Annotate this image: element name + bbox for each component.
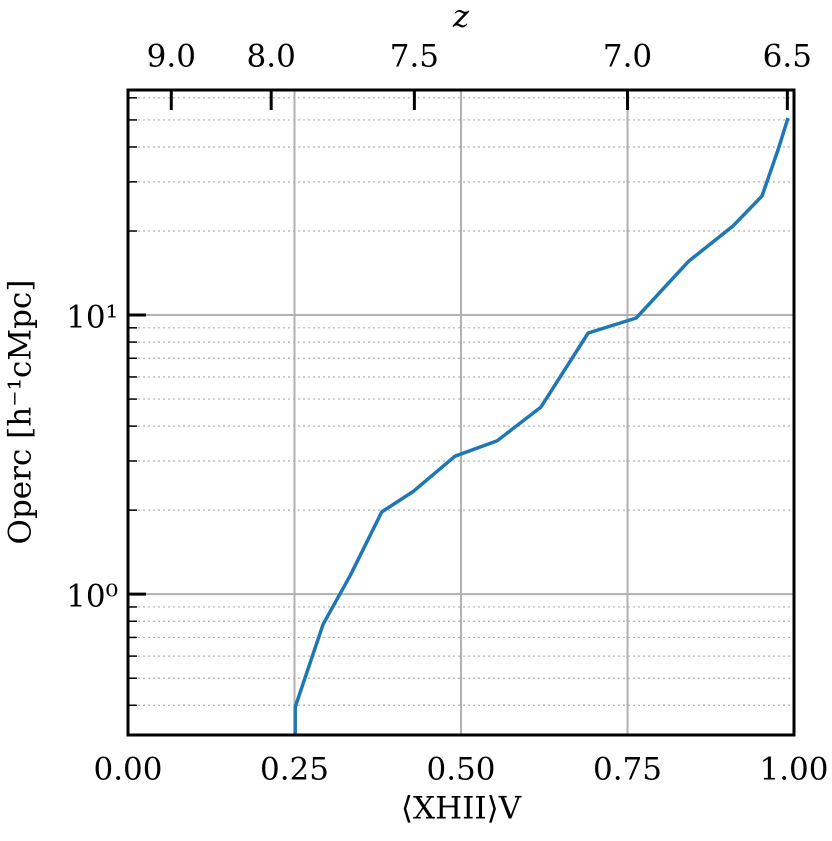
top-tick-label: 7.0	[603, 39, 652, 75]
top-axis-label: z	[452, 0, 470, 35]
x-tick-label: 0.50	[426, 752, 495, 788]
top-tick-label: 8.0	[247, 39, 296, 75]
top-tick-label: 9.0	[147, 39, 196, 75]
y-axis-label: Operc [h⁻¹cMpc]	[3, 280, 39, 545]
top-tick-label: 6.5	[763, 39, 812, 75]
plot-frame	[126, 88, 796, 737]
data-line	[293, 117, 790, 735]
y-tick-label: 10¹	[66, 300, 118, 336]
y-tick-label: 10⁰	[66, 579, 118, 615]
top-tick-label: 7.5	[390, 39, 439, 75]
x-tick-label: 1.00	[759, 752, 828, 788]
x-tick-label: 0.00	[93, 752, 162, 788]
x-tick-label: 0.75	[593, 752, 662, 788]
x-tick-label: 0.25	[260, 752, 329, 788]
x-axis-label: ⟨XHII⟩V	[401, 791, 522, 827]
